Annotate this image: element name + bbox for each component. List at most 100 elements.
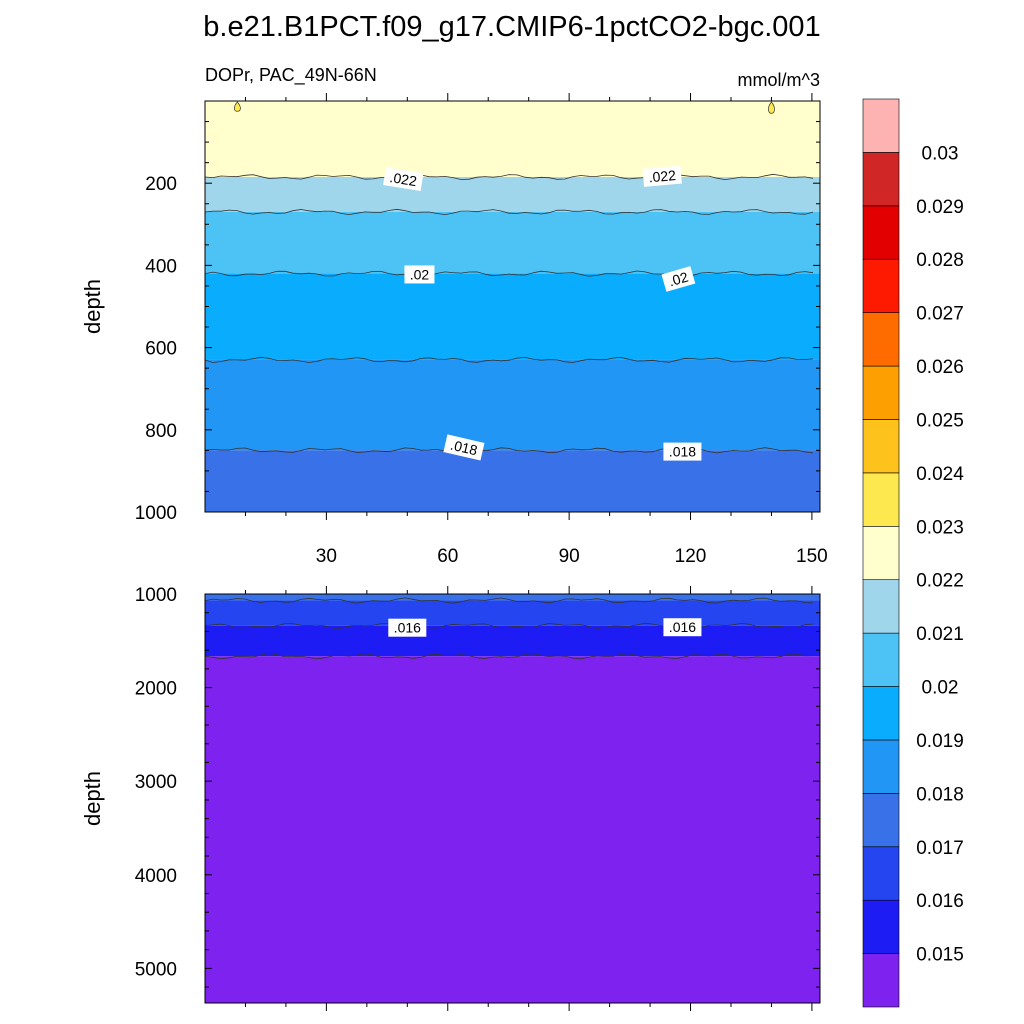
y-tick-label: 400 <box>145 256 177 277</box>
y-tick-label: 1000 <box>135 503 177 524</box>
contour-band <box>205 594 820 601</box>
x-tick-label: 30 <box>316 546 337 567</box>
colorbar-label: 0.027 <box>916 304 964 325</box>
contour-label: .02 <box>661 266 696 292</box>
colorbar-label: 0.028 <box>916 250 964 271</box>
colorbar-swatch <box>862 579 900 634</box>
colorbar-swatch <box>862 258 900 313</box>
figure-title: b.e21.B1PCT.f09_g17.CMIP6-1pctCO2-bgc.00… <box>203 11 820 43</box>
contour-label-box <box>663 618 702 637</box>
contour-line <box>204 356 814 364</box>
x-tick-label: 150 <box>796 546 828 567</box>
contour-label: .018 <box>663 442 702 461</box>
x-tick-label: 60 <box>437 546 458 567</box>
y-tick-label: 4000 <box>135 866 177 887</box>
contour-band <box>205 273 820 360</box>
colorbar-label: 0.023 <box>916 517 964 538</box>
colorbar-swatch <box>862 953 900 1008</box>
contour-band <box>205 600 820 626</box>
contour-band <box>205 101 820 178</box>
contour-label-text: .016 <box>394 620 421 636</box>
contour-band <box>205 450 820 512</box>
contour-line <box>204 270 814 277</box>
contour-label-text: .02 <box>667 269 690 290</box>
contour-label-text: .018 <box>669 444 696 460</box>
colorbar-label: 0.021 <box>916 624 964 645</box>
colorbar-swatch <box>862 632 900 687</box>
contour-label-box <box>388 618 427 637</box>
colorbar-swatch <box>862 312 900 367</box>
y-tick-label: 600 <box>145 339 177 360</box>
contour-line <box>204 173 814 181</box>
colorbar: 0.015 0.016 0.017 0.018 0.019 0.02 0.021 0.022 0… <box>862 98 964 1008</box>
colorbar-label: 0.03 <box>922 143 959 164</box>
variable-region-label: DOPr, PAC_49N-66N <box>205 65 377 86</box>
contour-label-text: .018 <box>449 437 479 459</box>
colorbar-swatch <box>862 739 900 794</box>
contour-line <box>204 622 814 629</box>
contour-label: .022 <box>383 167 424 191</box>
contour-label: .016 <box>663 618 702 637</box>
colorbar-swatch <box>862 152 900 207</box>
y-axis-label: depth <box>80 771 105 826</box>
colorbar-swatch <box>862 205 900 260</box>
colorbar-swatch <box>862 846 900 901</box>
lower-panel: .016 .016 1000 2000 3000 4000 5000 depth <box>80 585 821 1011</box>
y-tick-label: 200 <box>145 174 177 195</box>
plot-frame <box>204 593 821 1004</box>
contour-band <box>205 625 820 657</box>
colorbar-swatch <box>862 899 900 954</box>
contour-band <box>205 359 820 451</box>
colorbar-label: 0.024 <box>916 464 964 485</box>
contour-band <box>205 656 820 1003</box>
contour-line <box>204 597 814 604</box>
colorbar-label: 0.017 <box>916 838 964 859</box>
contour-line <box>204 653 814 660</box>
x-tick-label: 90 <box>559 546 580 567</box>
colorbar-swatch <box>862 686 900 741</box>
contour-line <box>204 208 814 216</box>
y-tick-label: 5000 <box>135 959 177 980</box>
y-tick-label: 800 <box>145 421 177 442</box>
contour-label-box <box>663 442 702 461</box>
colorbar-label: 0.029 <box>916 197 964 218</box>
units-label: mmol/m^3 <box>738 70 820 90</box>
colorbar-label: 0.02 <box>922 678 959 699</box>
colorbar-swatch <box>862 98 900 153</box>
colorbar-label: 0.022 <box>916 571 964 592</box>
y-tick-label: 2000 <box>135 679 177 700</box>
contour-label: .022 <box>642 165 682 187</box>
colorbar-label: 0.019 <box>916 731 964 752</box>
colorbar-swatch <box>862 525 900 581</box>
contour-label-text: .022 <box>389 169 419 189</box>
colorbar-label: 0.018 <box>916 784 964 805</box>
colorbar-label: 0.025 <box>916 410 964 431</box>
y-tick-label: 3000 <box>135 772 177 793</box>
colorbar-swatch <box>862 419 900 474</box>
colorbar-label: 0.016 <box>916 891 964 912</box>
contour-label-box <box>642 165 682 187</box>
contour-label-box <box>443 434 485 461</box>
colorbar-label: 0.026 <box>916 357 964 378</box>
contour-label: .018 <box>443 434 485 461</box>
contour-label-box <box>661 266 696 292</box>
colorbar-swatch <box>862 793 900 848</box>
contour-feature <box>768 101 775 114</box>
contour-label-box <box>404 265 435 284</box>
contour-label: .02 <box>404 265 435 284</box>
contour-label-text: .016 <box>669 619 696 635</box>
contour-label-text: .022 <box>648 167 677 185</box>
contour-band <box>205 177 820 212</box>
contour-band <box>205 211 820 274</box>
x-tick-label: 120 <box>675 546 707 567</box>
y-axis-label: depth <box>80 279 105 334</box>
contour-label-text: .02 <box>410 266 430 282</box>
upper-panel: .022 .022 .02 .02 .018 .018 200 400 600 800 1000 30… <box>80 93 828 567</box>
contour-label-box <box>383 167 424 191</box>
colorbar-label: 0.015 <box>916 945 964 966</box>
colorbar-swatch <box>862 365 900 420</box>
contour-feature <box>234 101 241 112</box>
colorbar-swatch <box>862 472 900 527</box>
y-tick-label: 1000 <box>135 585 177 606</box>
